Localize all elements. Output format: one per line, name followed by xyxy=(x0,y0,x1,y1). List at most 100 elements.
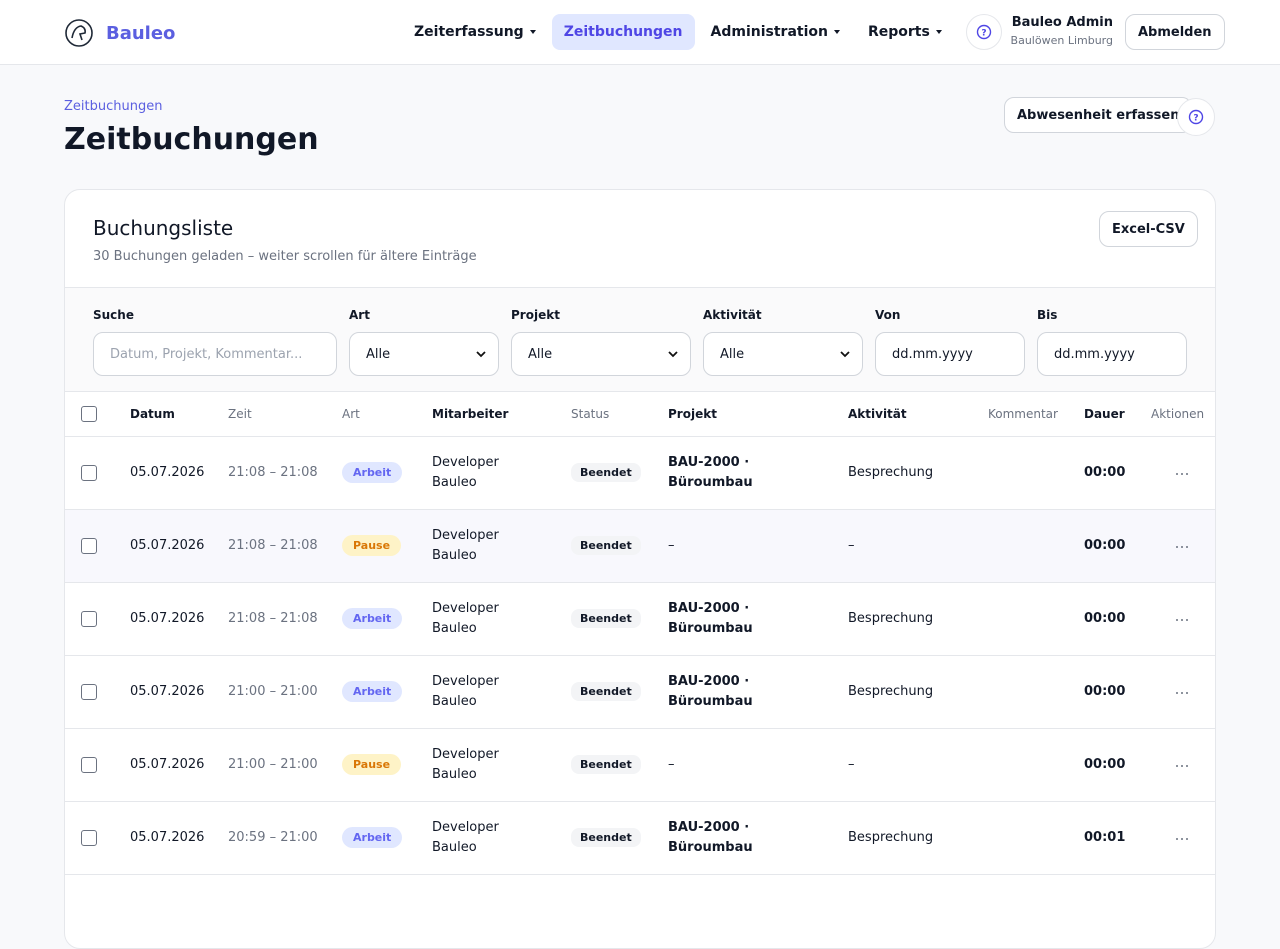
filter-value: dd.mm.yyyy xyxy=(1054,346,1135,362)
status-badge: Beendet xyxy=(571,755,641,774)
project: BAU-2000 · Büroumbau xyxy=(668,819,753,855)
row-checkbox[interactable] xyxy=(81,464,97,481)
type-badge: Arbeit xyxy=(342,827,403,848)
breadcrumb[interactable]: Zeitbuchungen xyxy=(64,99,163,114)
status-badge: Beendet xyxy=(571,682,641,701)
filter-input[interactable]: Alle xyxy=(349,332,499,376)
employee: Developer Bauleo xyxy=(432,454,499,490)
export-button[interactable]: Excel-CSV xyxy=(1099,211,1198,247)
table-row: 05.07.2026 21:08 – 21:08 Arbeit Developer B… xyxy=(65,582,1215,656)
cell: 00:00 xyxy=(1068,436,1135,510)
caret xyxy=(529,30,536,34)
cell: 21:08 – 21:08 xyxy=(212,582,326,656)
column-header: Aktionen xyxy=(1135,392,1215,437)
logo xyxy=(65,19,93,47)
cell: Beendet xyxy=(555,655,652,729)
user-org: Baulöwen Limburg xyxy=(1010,34,1113,47)
cell: Beendet xyxy=(555,436,652,510)
cell: Arbeit xyxy=(326,655,416,729)
duration: 00:01 xyxy=(1084,830,1126,845)
filter-label: Aktivität xyxy=(703,308,762,322)
row-actions[interactable] xyxy=(1175,472,1189,476)
filter-input[interactable]: dd.mm.yyyy xyxy=(1037,332,1187,376)
activity: Besprechung xyxy=(848,830,934,845)
filter-input[interactable]: Alle xyxy=(703,332,863,376)
row-checkbox[interactable] xyxy=(81,683,97,700)
type-badge: Pause xyxy=(342,535,402,556)
row-checkbox[interactable] xyxy=(81,537,97,554)
nav-item[interactable]: Administration xyxy=(699,14,852,50)
absence-button[interactable]: Abwesenheit erfassen xyxy=(1004,97,1193,133)
filter-input[interactable]: Alle xyxy=(511,332,691,376)
cell: BAU-2000 · Büroumbau xyxy=(652,655,832,729)
type-badge: Arbeit xyxy=(342,608,403,629)
row-actions[interactable] xyxy=(1175,837,1189,841)
cell: 00:00 xyxy=(1068,728,1135,802)
cell: BAU-2000 · Büroumbau xyxy=(652,436,832,510)
cell: – xyxy=(652,509,832,583)
activity: – xyxy=(848,757,855,772)
cell: Besprechung xyxy=(832,582,972,656)
nav-item[interactable]: Zeitbuchungen xyxy=(551,14,695,50)
page-title: Zeitbuchungen xyxy=(64,122,319,157)
project: BAU-2000 · Büroumbau xyxy=(668,454,753,490)
cell xyxy=(1135,801,1215,875)
caret xyxy=(935,30,942,34)
employee: Developer Bauleo xyxy=(432,600,499,636)
cell: Besprechung xyxy=(832,436,972,510)
cell: Beendet xyxy=(555,509,652,583)
row-actions[interactable] xyxy=(1175,764,1189,768)
cell: 05.07.2026 xyxy=(114,728,212,802)
project: BAU-2000 · Büroumbau xyxy=(668,673,753,709)
row-checkbox[interactable] xyxy=(81,610,97,627)
type-badge: Arbeit xyxy=(342,462,403,483)
cell xyxy=(972,655,1068,729)
nav-item[interactable]: Reports xyxy=(856,14,954,50)
filter-input[interactable]: Datum, Projekt, Kommentar... xyxy=(93,332,337,376)
row-checkbox[interactable] xyxy=(81,829,97,846)
nav-item[interactable]: Zeiterfassung xyxy=(402,14,548,50)
row-checkbox[interactable] xyxy=(81,756,97,773)
cell: Arbeit xyxy=(326,582,416,656)
cell: Arbeit xyxy=(326,801,416,875)
page-help-button[interactable]: ? xyxy=(1177,98,1215,136)
employee: Developer Bauleo xyxy=(432,527,499,563)
activity: Besprechung xyxy=(848,611,934,626)
cell: Besprechung xyxy=(832,801,972,875)
cell: BAU-2000 · Büroumbau xyxy=(652,801,832,875)
cell: Beendet xyxy=(555,582,652,656)
card-title: Buchungsliste xyxy=(93,216,234,240)
row-actions[interactable] xyxy=(1175,691,1189,695)
cell: Developer Bauleo xyxy=(416,655,555,729)
duration: 00:00 xyxy=(1084,611,1126,626)
row-actions[interactable] xyxy=(1175,618,1189,622)
column-header: Status xyxy=(555,392,652,437)
select-all[interactable] xyxy=(65,392,114,437)
table-row: 05.07.2026 21:08 – 21:08 Arbeit Developer B… xyxy=(65,436,1215,510)
filter: Bis dd.mm.yyyy xyxy=(1037,308,1187,376)
table-row: 05.07.2026 21:08 – 21:08 Pause Developer Ba… xyxy=(65,509,1215,583)
filter-value: Alle xyxy=(528,346,553,362)
column-header: Projekt xyxy=(652,392,832,437)
date: 05.07.2026 xyxy=(130,757,205,772)
filter: Art Alle xyxy=(349,308,499,376)
top-bar: Bauleo Zeiterfassung Zeitbuchungen Adminis… xyxy=(0,0,1280,65)
cell xyxy=(972,582,1068,656)
activity: Besprechung xyxy=(848,465,934,480)
cell: 00:00 xyxy=(1068,582,1135,656)
status-badge: Beendet xyxy=(571,828,641,847)
logout-button[interactable]: Abmelden xyxy=(1125,14,1225,50)
cell xyxy=(972,728,1068,802)
employee: Developer Bauleo xyxy=(432,746,499,782)
brand[interactable]: Bauleo xyxy=(64,18,175,48)
svg-text:?: ? xyxy=(981,29,986,39)
cell: 00:01 xyxy=(1068,801,1135,875)
cell xyxy=(65,436,114,510)
cell: Developer Bauleo xyxy=(416,509,555,583)
help-button[interactable]: ? xyxy=(966,14,1002,50)
placeholder: Datum, Projekt, Kommentar... xyxy=(110,346,303,362)
filter-input[interactable]: dd.mm.yyyy xyxy=(875,332,1025,376)
employee: Developer Bauleo xyxy=(432,819,499,855)
row-actions[interactable] xyxy=(1175,545,1189,549)
